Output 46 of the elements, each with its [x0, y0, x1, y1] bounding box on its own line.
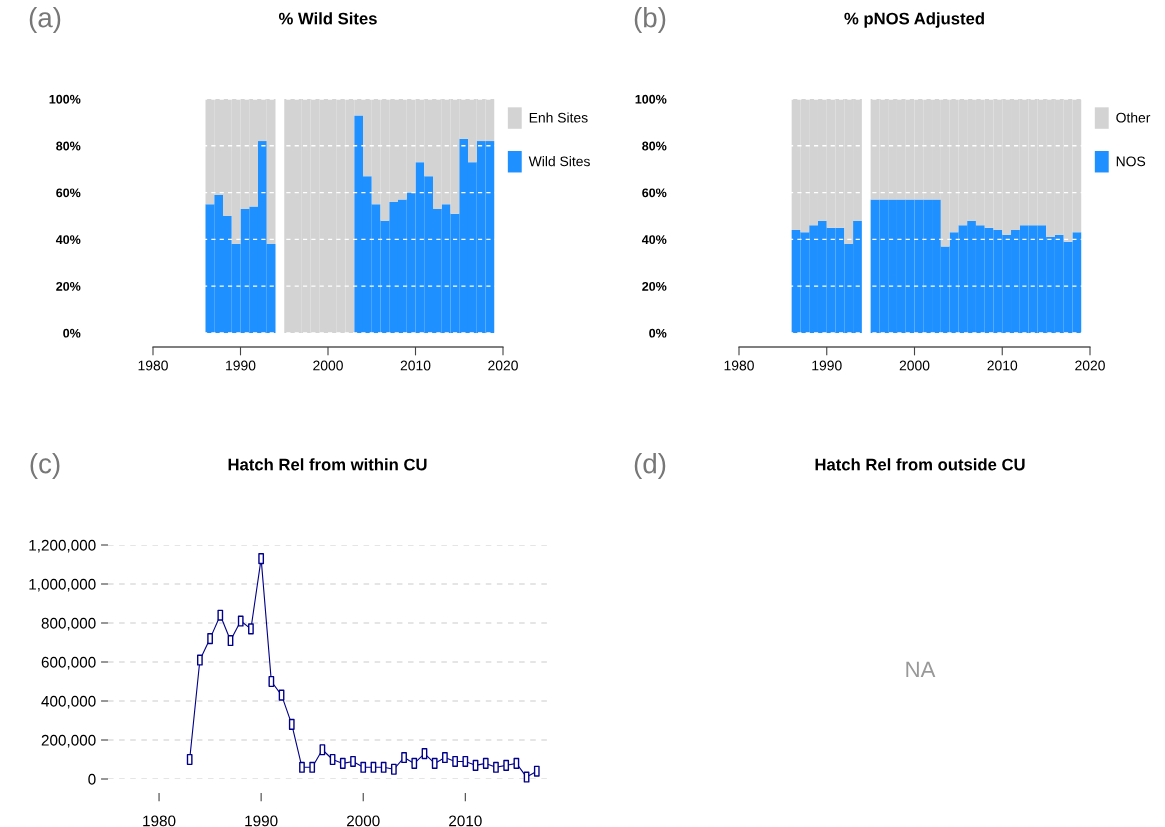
- y-tick-label: 400,000: [41, 695, 96, 709]
- x-tick-label: 2010: [449, 815, 482, 827]
- y-tick-label: 80%: [642, 141, 667, 151]
- x-tick-label: 2010: [987, 360, 1018, 371]
- y-tick-label: 80%: [56, 141, 81, 151]
- text: (a): [29, 7, 61, 33]
- x-tick-label: 1980: [143, 815, 176, 827]
- y-tick-label: 800,000: [41, 617, 96, 631]
- legend-label: Wild Sites: [528, 156, 590, 167]
- x-tick-label: 2000: [347, 815, 380, 827]
- x-tick-label: 1990: [812, 360, 842, 371]
- x-tick-label: 1980: [138, 360, 168, 371]
- text: (c): [30, 453, 60, 479]
- y-tick-label: 0: [88, 773, 96, 785]
- x-tick-label: 1990: [245, 815, 278, 827]
- x-tick-label: 2020: [488, 360, 518, 371]
- legend-label: NOS: [1116, 156, 1146, 167]
- x-tick-label: 2000: [313, 360, 343, 371]
- chart-title: % Wild Sites: [278, 12, 377, 25]
- legend-label: Other: [1116, 112, 1151, 123]
- y-tick-label: 20%: [642, 281, 667, 291]
- text: Hatch Rel from outside CU: [815, 458, 1025, 471]
- y-tick-label: 1,200,000: [29, 539, 96, 553]
- x-tick-label: 2020: [1075, 360, 1105, 371]
- chart-title: % pNOS Adjusted: [844, 12, 984, 28]
- text: (d): [634, 453, 666, 479]
- y-tick-label: 100%: [49, 94, 81, 104]
- y-tick-label: 600,000: [41, 656, 96, 670]
- legend-label: Enh Sites: [529, 112, 588, 123]
- chart-title: Hatch Rel from within CU: [228, 458, 427, 471]
- x-tick-label: 1990: [226, 360, 256, 371]
- x-tick-label: 2010: [400, 360, 431, 371]
- y-tick-label: 20%: [56, 281, 81, 291]
- y-tick-label: 1,000,000: [29, 578, 96, 592]
- y-tick-label: 60%: [642, 188, 667, 198]
- y-tick-label: 40%: [55, 235, 81, 245]
- y-tick-label: 100%: [635, 94, 667, 104]
- y-tick-label: 0%: [63, 328, 81, 338]
- text: (b): [634, 7, 666, 33]
- y-tick-label: 60%: [56, 188, 81, 198]
- y-tick-label: 200,000: [41, 734, 96, 748]
- y-tick-label: 40%: [641, 235, 667, 245]
- y-tick-label: 0%: [649, 328, 667, 338]
- x-tick-label: 1980: [724, 360, 754, 371]
- x-tick-label: 2000: [899, 360, 930, 371]
- text: NA: [906, 661, 936, 678]
